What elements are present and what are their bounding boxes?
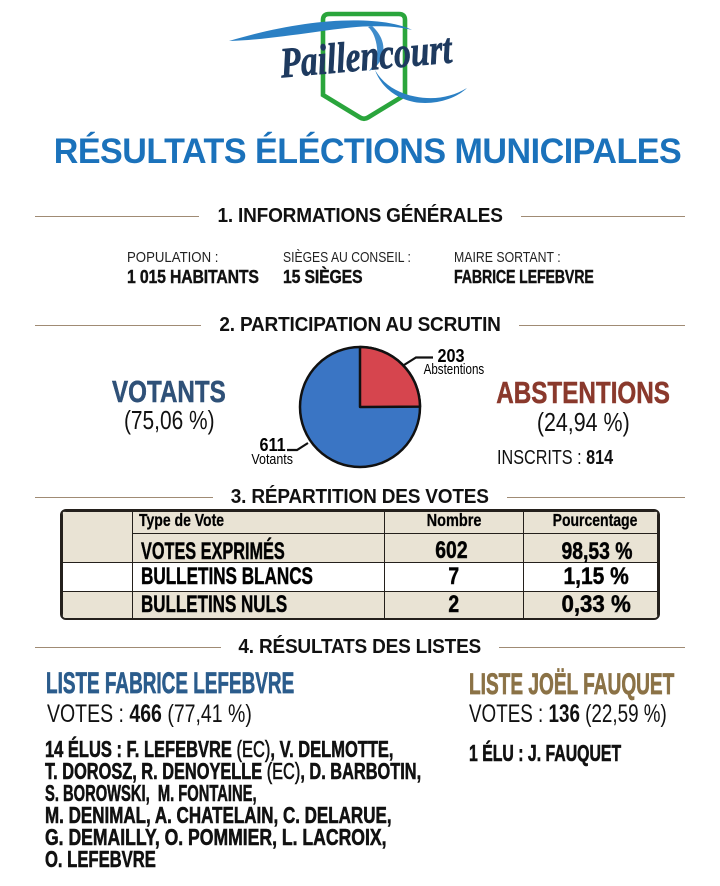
svg-text:Paillencourt: Paillencourt [277, 25, 455, 87]
